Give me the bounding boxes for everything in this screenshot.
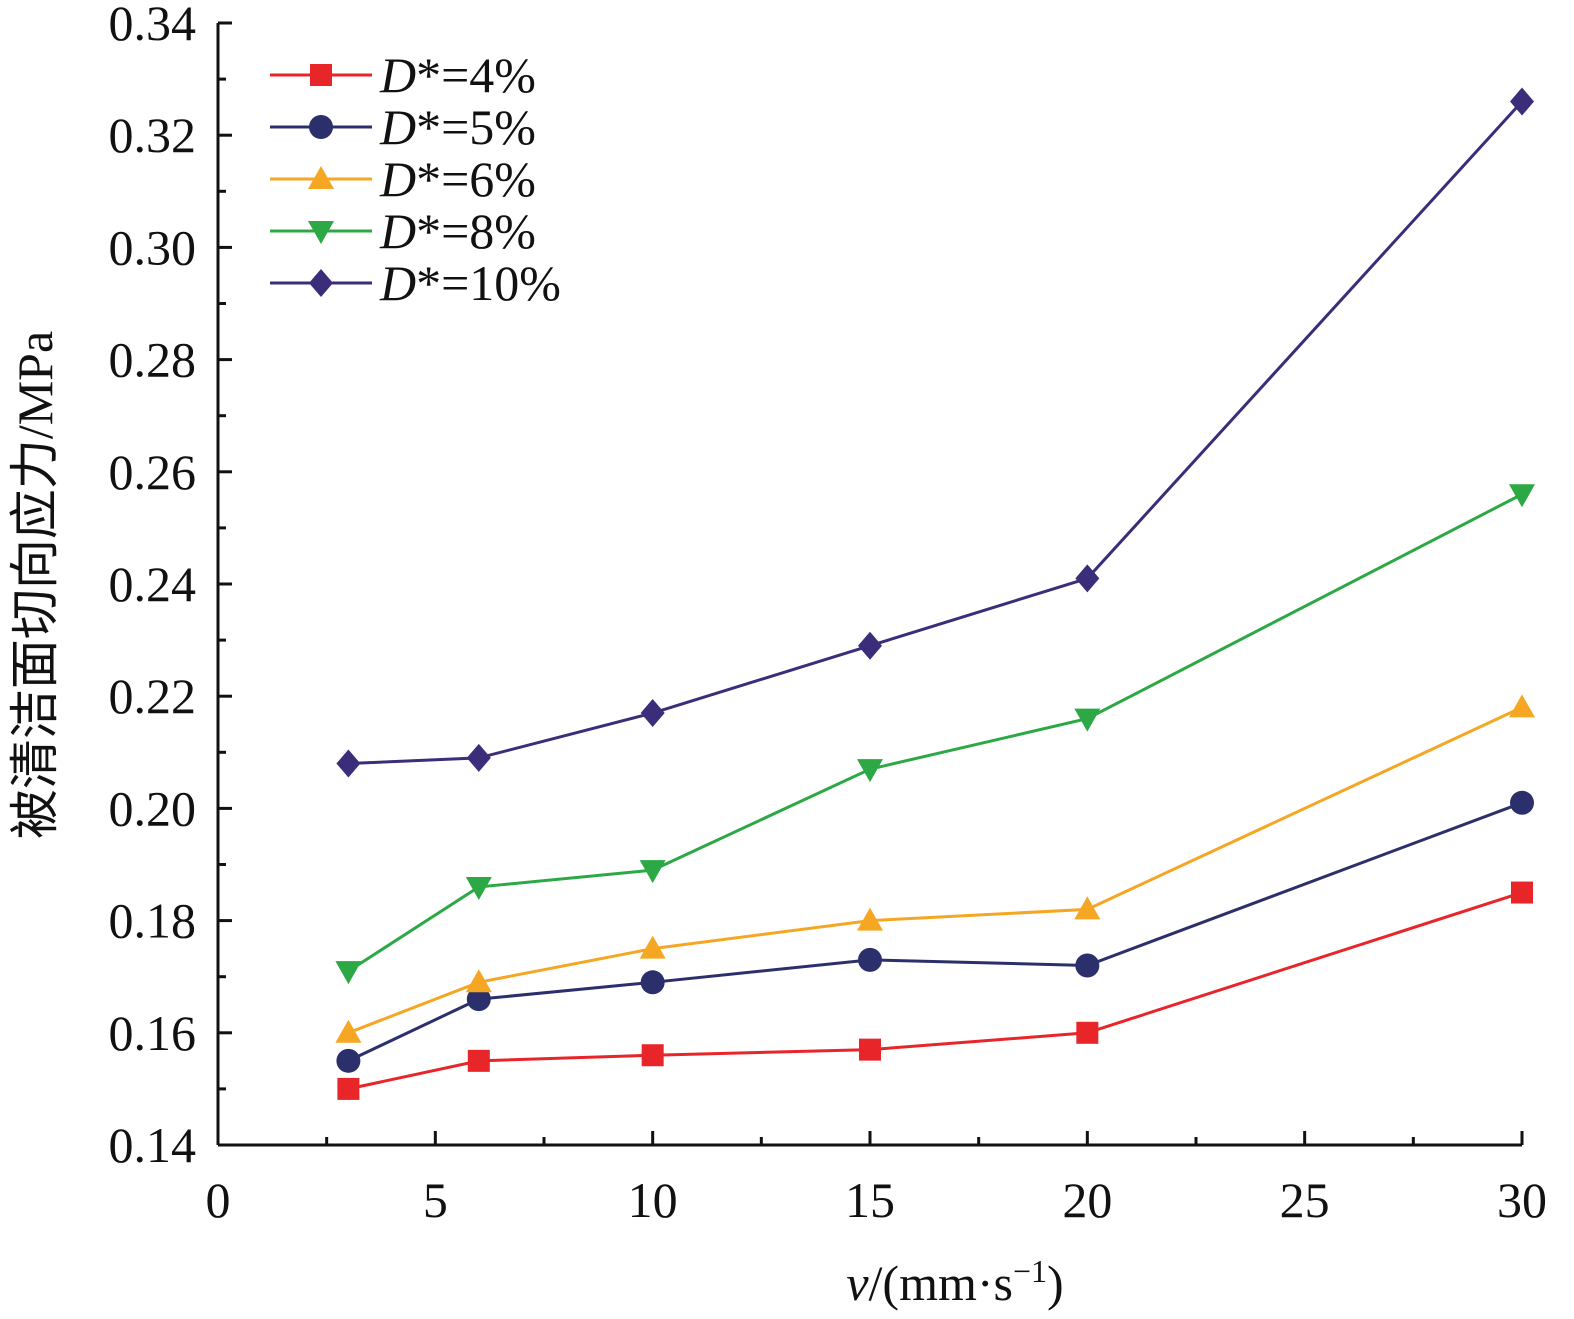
series-line <box>347 706 1523 1035</box>
data-point <box>639 935 666 959</box>
series-line <box>348 100 1524 766</box>
data-point <box>641 1044 664 1067</box>
data-point <box>336 1048 361 1073</box>
legend-label-var: D <box>379 255 416 311</box>
legend-label: D*=8% <box>379 203 536 259</box>
data-point <box>337 1077 360 1100</box>
data-point <box>1509 694 1535 718</box>
x-axis-var: v <box>846 1255 869 1311</box>
y-tick-label: 0.20 <box>109 780 197 836</box>
data-point <box>466 987 491 1012</box>
series-1 <box>337 881 1533 1100</box>
legend-label-var: D <box>379 99 416 155</box>
x-axis-unit-sup: −1 <box>1013 1253 1047 1289</box>
data-point <box>336 749 361 778</box>
series-line <box>348 891 1523 1091</box>
y-tick-label: 0.16 <box>109 1005 197 1061</box>
series-4 <box>335 484 1535 985</box>
y-tick-label: 0.28 <box>109 332 197 388</box>
data-point <box>465 876 492 900</box>
data-point <box>859 1038 881 1061</box>
data-point <box>639 860 666 884</box>
legend-item: D*=5% <box>270 99 536 155</box>
legend-label-rest: *=10% <box>416 255 561 311</box>
legend-marker <box>308 221 334 244</box>
data-point <box>1511 881 1533 904</box>
x-axis-close: ) <box>1047 1255 1064 1311</box>
legend-label: D*=4% <box>379 47 536 103</box>
legend-label-rest: *=5% <box>416 99 536 155</box>
legend-marker <box>309 115 333 139</box>
series-3 <box>335 694 1535 1043</box>
y-tick-label: 0.22 <box>109 668 197 724</box>
y-tick-label: 0.24 <box>109 556 197 612</box>
legend-label-var: D <box>379 203 416 259</box>
legend-label-var: D <box>379 47 416 103</box>
legend-label-rest: *=4% <box>416 47 536 103</box>
x-tick-label: 10 <box>628 1172 678 1228</box>
data-point <box>858 631 882 660</box>
data-point <box>857 907 883 931</box>
legend-item: D*=8% <box>270 203 536 259</box>
data-point <box>335 961 362 985</box>
legend-item: D*=4% <box>270 47 536 103</box>
data-point <box>466 743 491 772</box>
data-point <box>858 947 882 972</box>
legend-label-rest: *=8% <box>416 203 536 259</box>
series-5 <box>336 87 1534 778</box>
y-tick-label: 0.32 <box>109 107 197 163</box>
data-point <box>1075 953 1100 978</box>
legend-item: D*=6% <box>270 151 536 207</box>
legend-label: D*=10% <box>379 255 561 311</box>
data-point <box>1510 790 1534 815</box>
x-axis-title: v/(mm·s−1) <box>846 1253 1063 1311</box>
data-point <box>465 969 492 993</box>
series-line <box>347 492 1523 973</box>
series-group <box>335 87 1535 1100</box>
data-point <box>640 699 665 728</box>
x-tick-label: 30 <box>1497 1172 1547 1228</box>
y-tick-label: 0.18 <box>109 893 197 949</box>
data-point <box>467 1049 490 1072</box>
y-axis-title: 被清洁面切向应力/MPa <box>7 331 63 839</box>
legend-marker <box>310 64 332 86</box>
series-2 <box>336 790 1534 1073</box>
y-tick-label: 0.30 <box>109 219 197 275</box>
data-point <box>1075 564 1100 593</box>
y-tick-label: 0.26 <box>109 444 197 500</box>
data-point <box>1510 87 1534 116</box>
y-tick-label: 0.34 <box>109 0 197 51</box>
legend-label-rest: *=6% <box>416 151 536 207</box>
legend: D*=4%D*=5%D*=6%D*=8%D*=10% <box>270 47 561 311</box>
x-tick-label: 5 <box>423 1172 448 1228</box>
axes: 0 5 10 15 20 25 30 0.14 0.16 0.18 0.20 0.22 0.24 0.26… <box>109 0 1548 1228</box>
x-tick-label: 0 <box>206 1172 231 1228</box>
x-axis-unit: /(mm·s <box>869 1255 1013 1311</box>
legend-marker <box>308 166 334 189</box>
legend-marker <box>309 269 333 297</box>
data-point <box>640 970 665 995</box>
legend-label: D*=5% <box>379 99 536 155</box>
x-tick-label: 20 <box>1062 1172 1112 1228</box>
x-tick-label: 25 <box>1280 1172 1330 1228</box>
data-point <box>335 1019 362 1043</box>
data-point <box>1074 896 1101 920</box>
data-point <box>1509 484 1535 508</box>
data-point <box>857 759 883 783</box>
legend-label-var: D <box>379 151 416 207</box>
legend-item: D*=10% <box>270 255 561 311</box>
series-line <box>347 801 1523 1063</box>
data-point <box>1074 708 1101 732</box>
data-point <box>1076 1021 1099 1044</box>
legend-label: D*=6% <box>379 151 536 207</box>
y-tick-label: 0.14 <box>109 1117 197 1173</box>
x-tick-label: 15 <box>845 1172 895 1228</box>
